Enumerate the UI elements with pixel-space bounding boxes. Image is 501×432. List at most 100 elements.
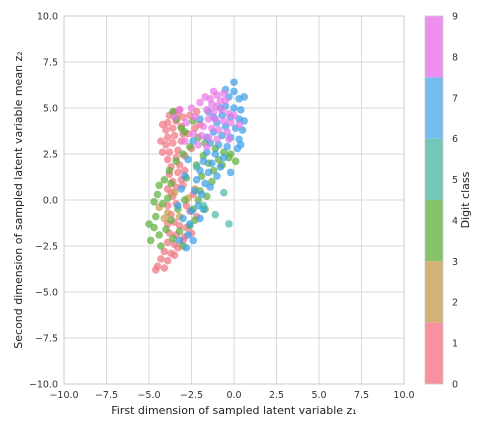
scatter-point (230, 78, 238, 87)
scatter-point (163, 194, 172, 202)
scatter-point (179, 214, 187, 223)
scatter-point (220, 153, 228, 162)
scatter-point (196, 214, 204, 223)
y-tick-label: 7.5 (43, 58, 58, 69)
scatter-point (209, 107, 218, 116)
y-tick-labels: −10.0 −7.5 −5.0 −2.5 0.0 2.5 5.0 7.5 10.0 (29, 12, 58, 391)
scatter-point (169, 139, 177, 147)
x-tick-label: −7.5 (95, 390, 118, 401)
scatter-point (175, 227, 184, 236)
scatter-point (191, 187, 199, 195)
scatter-point (206, 183, 214, 191)
x-axis-label: First dimension of sampled latent variab… (111, 404, 356, 417)
scatter-point (184, 155, 192, 164)
scatter-point (175, 236, 184, 245)
scatter-point (211, 150, 220, 158)
scatter-point (165, 148, 174, 156)
scatter-point (220, 89, 228, 98)
scatter-point (213, 91, 221, 99)
colorbar-tick-label: 7 (452, 93, 458, 104)
scatter-point (155, 181, 163, 190)
scatter-point (211, 115, 220, 123)
colorbar (424, 15, 444, 385)
colorbar-tick-label: 5 (452, 175, 458, 186)
scatter-points (145, 78, 248, 274)
scatter-point (230, 111, 238, 120)
scatter-point (158, 199, 167, 208)
x-tick-labels: −10.0 −7.5 −5.0 −2.5 0.0 2.5 5.0 7.5 10.0 (49, 390, 414, 401)
scatter-point (175, 106, 184, 114)
y-tick-label: 2.5 (43, 150, 58, 161)
scatter-point (186, 142, 194, 151)
scatter-point (220, 117, 228, 125)
colorbar-tick-label: 3 (452, 257, 458, 268)
scatter-point (157, 242, 165, 250)
scatter-point (170, 188, 179, 197)
y-tick-label: 5.0 (43, 104, 58, 115)
scatter-point (182, 118, 191, 127)
scatter-point (160, 175, 169, 184)
y-tick-label: −2.5 (35, 242, 58, 253)
scatter-point (160, 214, 169, 223)
scatter-point (170, 131, 179, 140)
colorbar-frame (424, 15, 444, 385)
scatter-point (204, 115, 213, 123)
scatter-point (179, 150, 187, 158)
scatter-point (196, 98, 204, 107)
y-tick-label: −5.0 (35, 288, 58, 299)
scatter-point (160, 264, 169, 272)
colorbar-tick-label: 8 (452, 52, 458, 63)
y-tick-label: −7.5 (35, 334, 58, 345)
scatter-point (180, 166, 189, 175)
scatter-point (157, 137, 165, 145)
scatter-point (197, 190, 206, 199)
scatter-point (204, 133, 213, 142)
scatter-point (203, 142, 211, 151)
scatter-point (162, 225, 170, 234)
scatter-point (194, 141, 203, 149)
x-tick-label: −5.0 (137, 390, 160, 401)
scatter-point (162, 126, 170, 134)
scatter-point (158, 120, 167, 129)
scatter-point (158, 148, 167, 156)
scatter-point (221, 96, 230, 105)
scatter-point (197, 131, 206, 140)
scatter-point (231, 157, 240, 166)
scatter-point (170, 113, 179, 121)
scatter-point (230, 104, 238, 112)
colorbar-tick-label: 9 (452, 12, 458, 23)
scatter-point (152, 212, 160, 221)
x-tick-label: 0.0 (226, 390, 241, 401)
scatter-point (225, 220, 233, 228)
scatter-point (226, 168, 235, 177)
scatter-point (163, 155, 172, 164)
scatter-point (216, 163, 225, 171)
scatter-point (186, 220, 194, 228)
colorbar-segment (425, 261, 443, 323)
colorbar-tick-label: 4 (452, 216, 458, 227)
x-tick-label: −10.0 (49, 390, 78, 401)
y-tick-label: −10.0 (29, 380, 58, 391)
scatter-point (180, 172, 189, 180)
scatter-point (160, 247, 169, 256)
colorbar-segment (425, 16, 443, 78)
colorbar-tick-labels: 0 1 2 3 4 5 6 7 8 9 (452, 12, 458, 391)
scatter-point (175, 221, 184, 230)
colorbar-segment (425, 200, 443, 262)
scatter-point (169, 124, 177, 133)
scatter-point (208, 159, 216, 167)
scatter-point (187, 207, 196, 215)
scatter-point (172, 157, 180, 166)
scatter-point (187, 104, 196, 112)
scatter-point (169, 234, 177, 243)
scatter-point (211, 210, 220, 219)
scatter-point (208, 124, 216, 133)
plot-frame (63, 15, 405, 385)
grid-lines (63, 15, 405, 385)
scatter-point (146, 236, 155, 245)
scatter-point (237, 106, 245, 114)
scatter-point (225, 135, 233, 144)
scatter-point (199, 201, 208, 210)
scatter-point (167, 179, 175, 188)
